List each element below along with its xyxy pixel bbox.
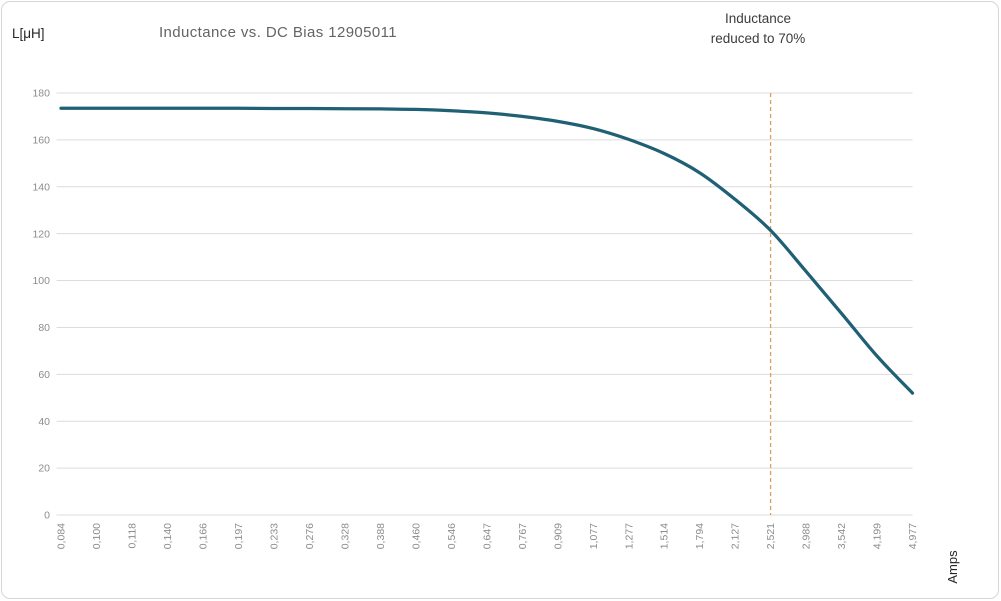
inductance-series-curve — [59, 106, 915, 395]
y-tick-label: 120 — [32, 228, 50, 240]
y-tick-label: 20 — [38, 463, 50, 475]
x-tick-label: 0,166 — [198, 523, 210, 549]
x-tick-label: 1,277 — [623, 523, 635, 549]
x-tick-label: 0,388 — [375, 523, 387, 549]
x-tick-label: 0,233 — [268, 523, 280, 549]
annotation-line1: Inductance — [724, 11, 792, 26]
x-tick-label: 1,794 — [694, 523, 706, 549]
x-tick-label: 2,127 — [730, 523, 742, 549]
x-tick-label: 2,521 — [765, 523, 777, 549]
y-tick-label: 140 — [32, 181, 50, 193]
x-tick-label: 0,460 — [410, 523, 422, 549]
x-tick-label: 2,988 — [801, 523, 813, 549]
x-tick-label: 0,140 — [162, 523, 174, 549]
chart-title: Inductance vs. DC Bias 12905011 — [158, 24, 398, 41]
x-tick-label: 0,197 — [233, 523, 245, 549]
x-tick-label: 0,767 — [517, 523, 529, 549]
y-tick-label: 100 — [32, 275, 50, 287]
x-tick-label: 0,118 — [127, 523, 139, 549]
y-tick-label: 160 — [32, 134, 50, 146]
y-tick-label: 80 — [38, 322, 50, 334]
x-tick-label: 0,546 — [446, 523, 458, 549]
x-tick-label: 4,977 — [907, 523, 919, 549]
x-axis-unit-label: Amps — [945, 550, 960, 584]
x-tick-label: 4,199 — [872, 523, 884, 549]
y-tick-label: 180 — [32, 88, 50, 100]
x-tick-label: 0,276 — [304, 523, 316, 549]
y-tick-label: 0 — [44, 510, 50, 522]
annotation-line2: reduced to 70% — [710, 31, 806, 46]
x-tick-label: 0,328 — [339, 523, 351, 549]
x-tick-label: 1,514 — [659, 523, 671, 549]
x-tick-label: 0,084 — [56, 523, 68, 549]
x-tick-label: 0,647 — [481, 523, 493, 549]
x-tick-label: 0,909 — [552, 523, 564, 549]
y-tick-label: 40 — [38, 416, 50, 428]
y-tick-label: 60 — [38, 369, 50, 381]
x-tick-label: 1,077 — [588, 523, 600, 549]
x-tick-label: 3,542 — [836, 523, 848, 549]
annotation-inductance-reduced: Inductance reduced to 70% — [683, 9, 833, 49]
x-tick-label: 0,100 — [91, 523, 103, 549]
y-axis-unit-label: L[μH] — [12, 26, 45, 41]
